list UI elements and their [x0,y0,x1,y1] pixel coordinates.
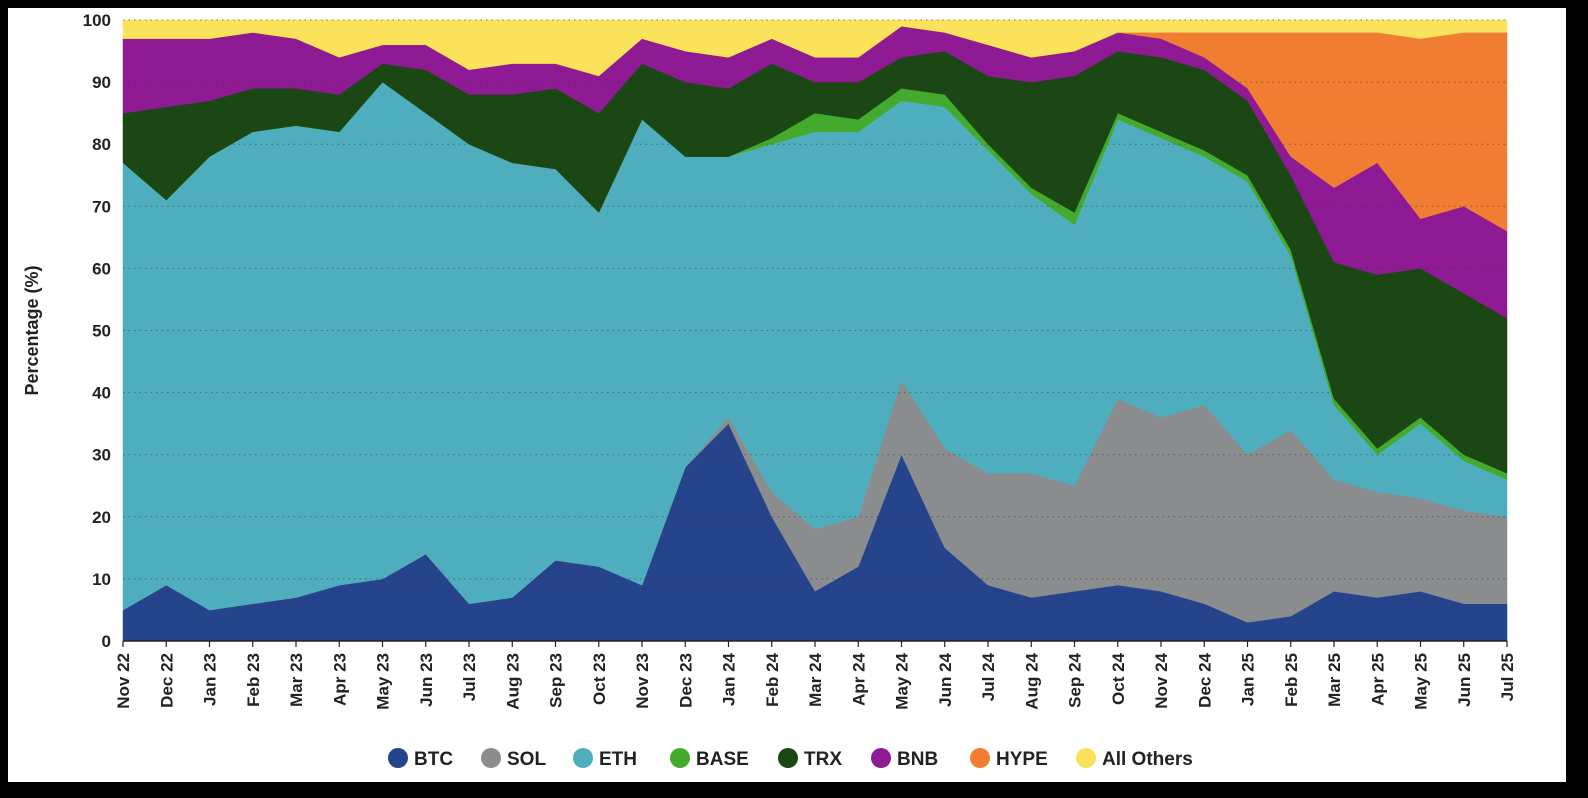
y-tick-label: 90 [92,73,111,92]
x-tick-label: Apr 23 [330,653,349,706]
area-layers [122,19,1508,642]
x-tick-label: Sep 24 [1066,652,1085,707]
x-tick-label: Mar 23 [287,653,306,707]
y-tick-label: 50 [92,322,111,341]
x-tick-label: Aug 23 [503,653,522,710]
x-tick-label: Mar 24 [806,652,825,706]
y-axis: 0 10 20 30 40 50 60 70 80 90 100 [83,11,111,651]
x-tick-label: May 23 [374,653,393,710]
legend-label-bnb: BNB [897,749,938,770]
x-tick-label: Mar 25 [1325,653,1344,707]
legend-swatch-eth [573,748,593,768]
legend-swatch-btc [388,748,408,768]
x-tick-label: Jan 25 [1239,653,1258,706]
legend-swatch-base [670,748,690,768]
legend-swatch-sol [481,748,501,768]
x-tick-label: Jan 23 [201,653,220,706]
x-tick-label: Feb 24 [763,652,782,706]
x-tick-label: Oct 23 [590,653,609,705]
legend-label-trx: TRX [804,749,842,770]
x-tick-label: Jul 25 [1498,653,1517,701]
x-tick-label: Jun 23 [417,653,436,707]
y-axis-title: Percentage (%) [22,265,42,395]
x-tick-label: May 24 [893,652,912,709]
x-tick-label: Oct 24 [1109,652,1128,705]
legend-label-eth: ETH [599,749,637,770]
x-tick-label: Nov 24 [1152,652,1171,708]
x-tick-label: Dec 23 [676,653,695,708]
y-tick-label: 100 [83,11,111,30]
legend-swatch-bnb [871,748,891,768]
x-tick-label: Jun 25 [1455,653,1474,707]
x-tick-label: Jul 24 [979,652,998,701]
legend-swatch-hype [970,748,990,768]
area-all-others [122,19,1508,77]
y-tick-label: 70 [92,197,111,216]
x-axis: Nov 22 Dec 22 Jan 23 Feb 23 Mar 23 Apr 23 May … [114,640,1517,710]
y-tick-label: 10 [92,570,111,589]
y-tick-label: 60 [92,259,111,278]
x-tick-label: Dec 22 [157,653,176,708]
x-tick-label: Jun 24 [936,652,955,706]
chart-frame: 0 10 20 30 40 50 60 70 80 90 100 Nov 22 Dec 22 Jan 2… [8,8,1566,782]
legend-label-btc: BTC [414,749,453,770]
x-tick-label: Sep 23 [547,653,566,708]
legend-label-sol: SOL [507,749,546,770]
x-tick-label: Feb 25 [1282,653,1301,707]
y-tick-label: 40 [92,384,111,403]
y-tick-label: 20 [92,508,111,527]
legend-swatch-trx [778,748,798,768]
legend-label-hype: HYPE [996,749,1048,770]
x-tick-label: Feb 23 [244,653,263,707]
x-tick-label: Apr 24 [849,652,868,705]
legend-label-all-others: All Others [1102,749,1193,770]
x-tick-label: Nov 23 [633,653,652,709]
legend-label-base: BASE [696,749,749,770]
x-tick-label: Nov 22 [114,653,133,709]
legend-swatch-all-others [1076,748,1096,768]
y-tick-label: 0 [102,632,111,651]
x-tick-label: Dec 24 [1195,652,1214,707]
x-tick-label: May 25 [1412,653,1431,710]
x-tick-label: Aug 24 [1022,652,1041,709]
x-tick-label: Jan 24 [720,652,739,705]
legend: BTC SOL ETH BASE TRX BNB HYPE All Others [388,748,1193,770]
x-tick-label: Apr 25 [1368,653,1387,706]
y-tick-label: 30 [92,446,111,465]
y-tick-label: 80 [92,135,111,154]
x-tick-label: Jul 23 [460,653,479,701]
stacked-area-chart: 0 10 20 30 40 50 60 70 80 90 100 Nov 22 Dec 22 Jan 2… [22,11,1517,770]
